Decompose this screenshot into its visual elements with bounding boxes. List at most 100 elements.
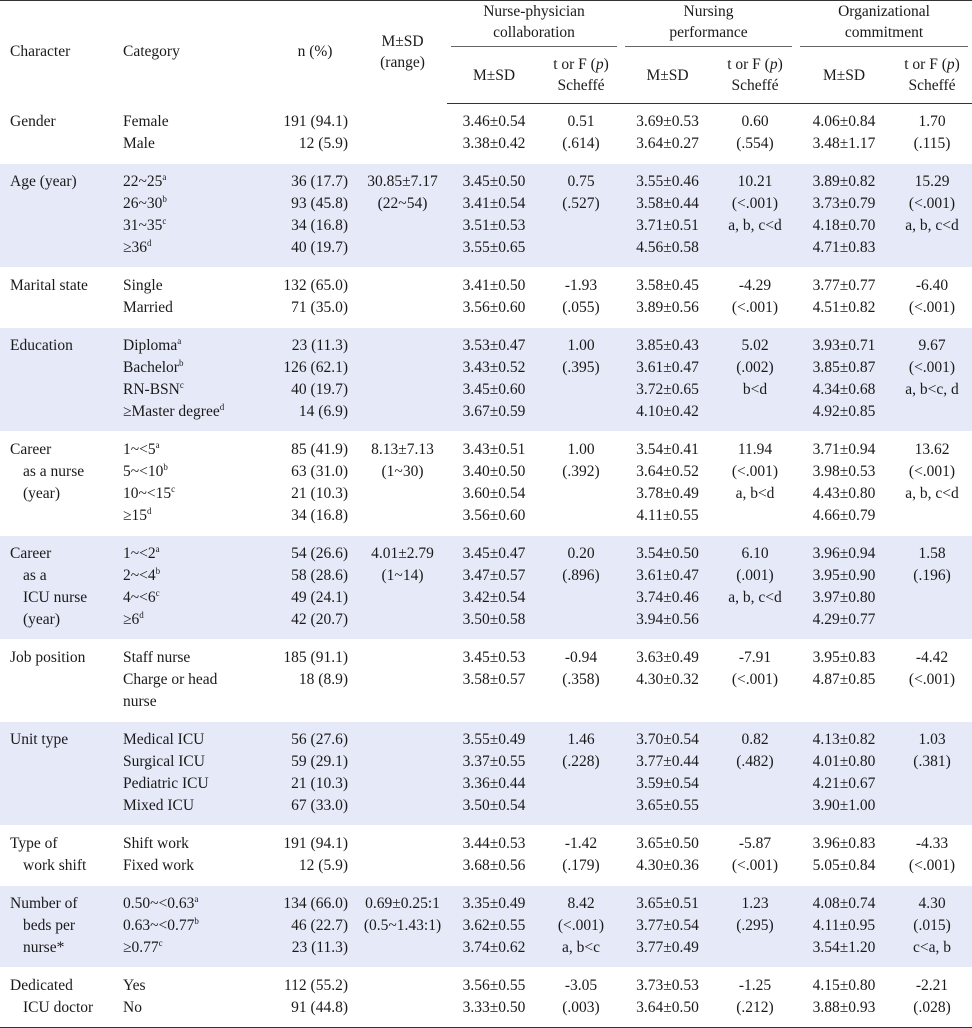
category-label: Yes bbox=[123, 977, 146, 994]
superscript-marker: a bbox=[155, 544, 160, 554]
collaboration-msd-value: 3.44±0.53 bbox=[462, 835, 526, 852]
collaboration-msd-value: 3.58±0.57 bbox=[462, 671, 526, 688]
collaboration-test-value: -3.05 bbox=[564, 977, 598, 994]
collaboration-test-cell: -1.42 (.179) bbox=[541, 825, 621, 886]
collaboration-msd-value: 3.74±0.62 bbox=[462, 939, 526, 956]
table-header: Character Category n (%) M±SD (range) Nu… bbox=[0, 0, 972, 104]
collaboration-test-value: (.896) bbox=[562, 567, 600, 584]
collaboration-msd-value: 3.43±0.51 bbox=[462, 441, 526, 458]
performance-test-value: -5.87 bbox=[738, 835, 772, 852]
n-value: 21 (10.3) bbox=[291, 485, 348, 502]
character-value: nurse* bbox=[23, 939, 65, 956]
character-cell: Job position bbox=[0, 639, 113, 722]
commitment-test-value: a, b, c<d bbox=[905, 217, 959, 234]
category-label: Female bbox=[123, 112, 169, 130]
header-group-commitment: Organizational commitment bbox=[796, 0, 972, 47]
performance-msd-value: 3.73±0.53 bbox=[636, 977, 699, 994]
performance-test-value: a, b, c<d bbox=[728, 217, 782, 234]
category-cell: 22~25a 26~30b 31~35c ≥36d bbox=[113, 163, 272, 268]
collaboration-test-value: (.614) bbox=[562, 135, 600, 152]
header-group-performance: Nursing performance bbox=[621, 0, 796, 47]
category-label: Male bbox=[123, 134, 155, 152]
commitment-test-value: (<.001) bbox=[908, 299, 956, 316]
table-row: Age (year) 22~25a 26~30b 31~35c ≥36d 36 (17.7… bbox=[0, 163, 972, 268]
msd-range-value: 30.85±7.17 bbox=[367, 173, 438, 190]
collaboration-test-cell: 1.00 (.395) bbox=[541, 327, 621, 432]
header-n: n (%) bbox=[272, 0, 358, 104]
n-value: 12 (5.9) bbox=[298, 134, 348, 152]
character-value: ICU nurse bbox=[23, 589, 88, 606]
commitment-test-value: (<.001) bbox=[908, 671, 956, 688]
category-label: RN-BSNc bbox=[123, 380, 184, 399]
table-body: Gender Female Male 191 (94.1) 12 (5.9) 3.46±0… bbox=[0, 103, 972, 1028]
commitment-test-value: -4.42 bbox=[915, 649, 949, 666]
character-value: Gender bbox=[10, 112, 56, 130]
category-label: Medical ICU bbox=[123, 731, 205, 748]
commitment-test-cell: -6.40 (<.001) bbox=[892, 267, 972, 328]
category-label: Surgical ICU bbox=[123, 753, 205, 770]
n-value: 67 (33.0) bbox=[291, 797, 348, 814]
commitment-msd-value: 3.96±0.94 bbox=[812, 545, 876, 562]
superscript-marker: c bbox=[179, 380, 184, 390]
collaboration-msd-value: 3.47±0.57 bbox=[462, 567, 526, 584]
collaboration-msd-value: 3.67±0.59 bbox=[462, 403, 526, 420]
character-cell: Gender bbox=[0, 103, 113, 164]
header-group3-line1: Organizational bbox=[838, 3, 930, 20]
collaboration-msd-cell: 3.56±0.55 3.33±0.50 bbox=[447, 967, 541, 1028]
collaboration-msd-value: 3.41±0.50 bbox=[462, 277, 526, 294]
collaboration-msd-value: 3.55±0.65 bbox=[462, 239, 526, 256]
header-test-2: t or F (p) Scheffé bbox=[714, 47, 796, 104]
performance-msd-value: 4.30±0.32 bbox=[636, 671, 699, 688]
performance-msd-value: 3.74±0.46 bbox=[636, 589, 699, 606]
performance-test-value: (<.001) bbox=[731, 463, 779, 480]
collaboration-msd-value: 3.50±0.58 bbox=[462, 611, 526, 628]
performance-test-value: (.295) bbox=[736, 917, 774, 934]
collaboration-test-value: 1.00 bbox=[567, 441, 595, 458]
superscript-marker: c bbox=[155, 588, 160, 598]
n-value: 56 (27.6) bbox=[291, 731, 348, 748]
performance-test-value: (<.001) bbox=[731, 857, 779, 874]
category-label: Charge or head bbox=[123, 671, 218, 688]
commitment-test-value: (<.001) bbox=[908, 857, 956, 874]
performance-test-value: 0.82 bbox=[741, 731, 769, 748]
category-cell: 1~<2a 2~<4b 4~<6c ≥6d bbox=[113, 535, 272, 640]
performance-test-value: (.212) bbox=[736, 999, 774, 1016]
category-cell: Female Male bbox=[113, 103, 272, 164]
commitment-test-cell: 9.67 (<.001) a, b<c, d bbox=[892, 327, 972, 432]
collaboration-test-value: 0.20 bbox=[567, 545, 595, 562]
superscript-marker: c bbox=[171, 484, 176, 494]
collaboration-test-value: -0.94 bbox=[564, 649, 598, 666]
table-row: Marital state Single Married 132 (65.0) 71 (… bbox=[0, 267, 972, 328]
header-test-1: t or F (p) Scheffé bbox=[541, 47, 621, 104]
commitment-msd-value: 4.01±0.80 bbox=[812, 753, 876, 770]
category-label: 0.50~<0.63a bbox=[123, 894, 199, 913]
n-value: 54 (26.6) bbox=[291, 545, 348, 562]
performance-test-value: (.002) bbox=[736, 359, 774, 376]
commitment-msd-value: 4.18±0.70 bbox=[812, 217, 876, 234]
performance-msd-value: 4.56±0.58 bbox=[636, 239, 699, 256]
commitment-test-value: a, b, c<d bbox=[905, 485, 959, 502]
header-test-3: t or F (p) Scheffé bbox=[892, 47, 972, 104]
collaboration-test-value: (.055) bbox=[562, 299, 600, 316]
commitment-msd-value: 3.71±0.94 bbox=[812, 441, 876, 458]
header-group3-line2: commitment bbox=[844, 24, 924, 41]
collaboration-test-cell: 0.75 (.527) bbox=[541, 163, 621, 268]
character-cell: Career as a nurse (year) bbox=[0, 431, 113, 536]
performance-test-cell: -1.25 (.212) bbox=[714, 967, 796, 1028]
performance-msd-value: 3.61±0.47 bbox=[636, 567, 699, 584]
msd-range-cell bbox=[358, 721, 447, 826]
character-value: Career bbox=[10, 545, 52, 562]
n-cell: 54 (26.6) 58 (28.6) 49 (24.1) 42 (20.7) bbox=[272, 535, 358, 640]
collaboration-msd-value: 3.35±0.49 bbox=[462, 895, 526, 912]
commitment-msd-value: 3.48±1.17 bbox=[812, 135, 876, 152]
collaboration-msd-cell: 3.41±0.50 3.56±0.60 bbox=[447, 267, 541, 328]
superscript-marker: b bbox=[155, 566, 161, 576]
performance-test-value: 0.60 bbox=[741, 113, 769, 130]
performance-msd-cell: 3.69±0.53 3.64±0.27 bbox=[621, 103, 714, 164]
commitment-msd-cell: 3.89±0.82 3.73±0.79 4.18±0.70 4.71±0.83 bbox=[796, 163, 892, 268]
collaboration-msd-value: 3.62±0.55 bbox=[462, 917, 526, 934]
collaboration-msd-value: 3.41±0.54 bbox=[462, 195, 526, 212]
performance-test-value: -1.25 bbox=[738, 977, 772, 994]
character-value: ICU doctor bbox=[23, 999, 94, 1016]
performance-msd-value: 3.85±0.43 bbox=[636, 337, 699, 354]
